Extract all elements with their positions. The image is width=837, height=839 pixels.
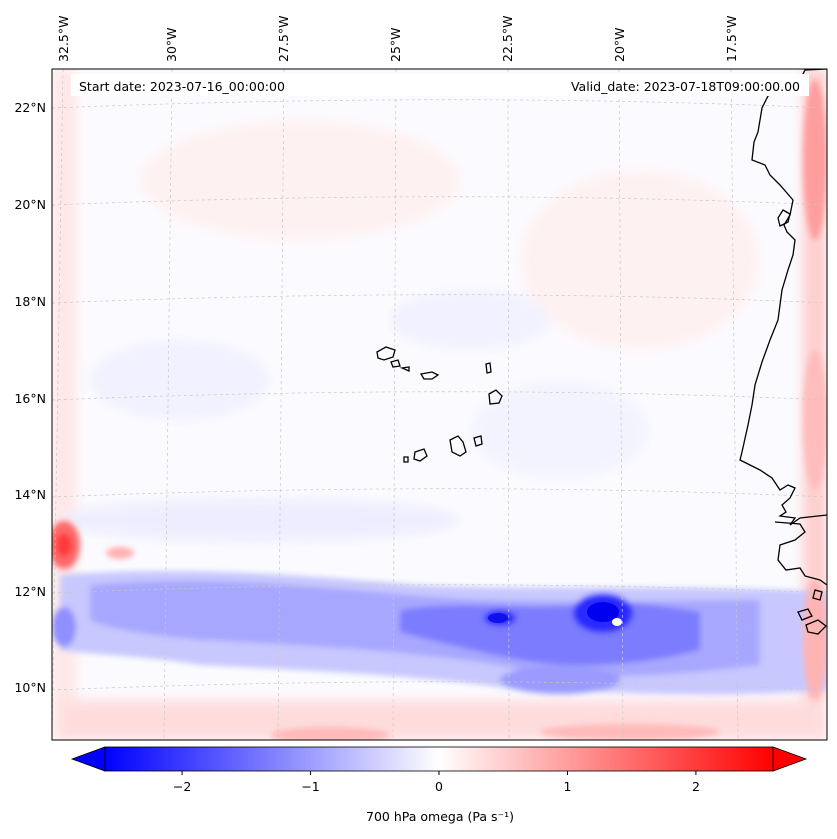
africa-coastline <box>739 69 827 526</box>
map-panel: Start date: 2023-07-16_00:00:00 Valid_da… <box>52 69 827 740</box>
valid-date-label: Valid_date: 2023-07-18T09:00:00.00 <box>571 79 800 94</box>
lat-label-10n: 10°N <box>14 680 46 695</box>
lon-label-30w: 30°W <box>164 27 179 62</box>
colorbar-tick-label: 0 <box>435 779 443 794</box>
colorbar-label: 700 hPa omega (Pa s⁻¹) <box>366 809 514 824</box>
lon-label-27.5w: 27.5°W <box>276 16 291 62</box>
colorbar-extend-max <box>772 746 808 772</box>
colorbar: −2 −1 0 1 2 700 hPa omega (Pa s⁻¹) <box>70 746 808 824</box>
omega-field <box>52 69 827 740</box>
lat-label-14n: 14°N <box>14 487 46 502</box>
colorbar-tick-label: −1 <box>301 779 319 794</box>
colorbar-tick-label: 1 <box>563 779 571 794</box>
start-date-label: Start date: 2023-07-16_00:00:00 <box>79 79 285 94</box>
lat-label-18n: 18°N <box>14 294 46 309</box>
latitude-labels: 22°N 20°N 18°N 16°N 14°N 12°N 10°N <box>14 100 46 695</box>
lon-label-25w: 25°W <box>388 27 403 62</box>
lat-label-12n: 12°N <box>14 584 46 599</box>
coastlines <box>739 69 827 635</box>
map-frame <box>51 68 828 741</box>
colorbar-gradient <box>104 746 774 772</box>
lat-label-22n: 22°N <box>14 100 46 115</box>
lon-label-17.5w: 17.5°W <box>724 16 739 62</box>
lat-label-16n: 16°N <box>14 391 46 406</box>
colorbar-tick-label: 2 <box>692 779 700 794</box>
colorbar-tick-label: −2 <box>173 779 191 794</box>
cabo-verde-islands <box>376 346 503 463</box>
longitude-labels: 32.5°W 30°W 27.5°W 25°W 22.5°W 20°W 17.5… <box>56 16 739 62</box>
date-header-background <box>71 74 809 96</box>
colorbar-ticks: −2 −1 0 1 2 <box>173 771 700 794</box>
colorbar-extend-min <box>70 746 106 772</box>
lon-label-22.5w: 22.5°W <box>500 16 515 62</box>
lat-label-20n: 20°N <box>14 197 46 212</box>
lon-label-32.5w: 32.5°W <box>56 16 71 62</box>
lon-label-20w: 20°W <box>612 27 627 62</box>
graticule <box>52 69 827 740</box>
